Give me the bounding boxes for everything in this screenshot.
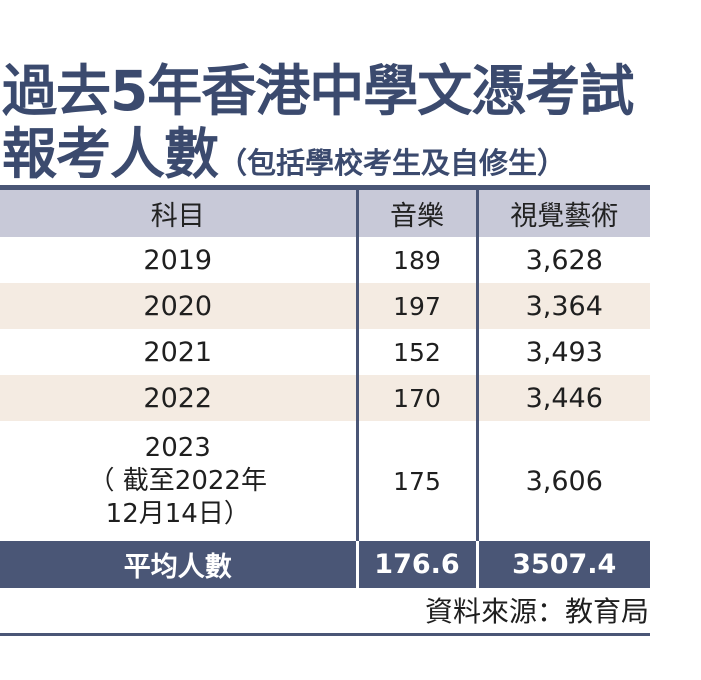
- title-subtitle: （包括學校考生及自修生）: [218, 146, 567, 180]
- source-note: 資料來源：教育局: [424, 595, 649, 628]
- music-cell: 197: [357, 283, 479, 329]
- header-subject: 科目: [0, 190, 359, 237]
- table-row: 2022 170 3,446: [0, 375, 650, 421]
- table-row: 2021 152 3,493: [0, 329, 650, 375]
- average-row: 平均人數 176.6 3507.4: [0, 541, 650, 588]
- visual-arts-cell: 3,446: [477, 375, 650, 421]
- table-top-rule: [0, 185, 650, 190]
- table-header-row: 科目 音樂 視覺藝術: [0, 190, 650, 237]
- average-label: 平均人數: [0, 541, 359, 588]
- year-cell: 2021: [0, 329, 359, 375]
- year-note-line: 12月14日）: [105, 498, 250, 529]
- music-cell: 152: [357, 329, 479, 375]
- visual-arts-cell: 3,493: [525, 336, 603, 368]
- music-cell: 189: [357, 237, 479, 283]
- year-cell: 2023 （ 截至2022年 12月14日）: [0, 421, 359, 541]
- table-row: 2019 189 3,628: [0, 237, 650, 283]
- data-table: 科目 音樂 視覺藝術 2019 189 3,628 2020 197 3,364…: [0, 190, 650, 588]
- average-visual-arts: 3507.4: [477, 541, 650, 588]
- year-cell: 2020: [0, 283, 359, 329]
- visual-arts-cell: 3,628: [525, 244, 603, 276]
- title-line-1: 過去5年香港中學文憑考試: [2, 59, 634, 123]
- average-music: 176.6: [357, 541, 479, 588]
- year-note-line: （ 截至2022年: [88, 465, 267, 496]
- title-line-2: 報考人數（包括學校考生及自修生）: [2, 123, 566, 199]
- bottom-rule: [0, 633, 650, 636]
- header-music: 音樂: [357, 190, 479, 237]
- table-row: 2023 （ 截至2022年 12月14日） 175 3,606: [0, 421, 650, 541]
- header-visual-arts: 視覺藝術: [477, 190, 650, 237]
- visual-arts-cell: 3,606: [525, 465, 603, 497]
- music-cell: 170: [357, 375, 479, 421]
- table-row: 2020 197 3,364: [0, 283, 650, 329]
- year-line: 2023: [144, 432, 211, 463]
- visual-arts-cell: 3,364: [477, 283, 650, 329]
- title-main: 報考人數: [2, 122, 219, 186]
- music-cell: 175: [357, 421, 479, 541]
- year-cell: 2022: [0, 375, 359, 421]
- year-cell: 2019: [0, 237, 359, 283]
